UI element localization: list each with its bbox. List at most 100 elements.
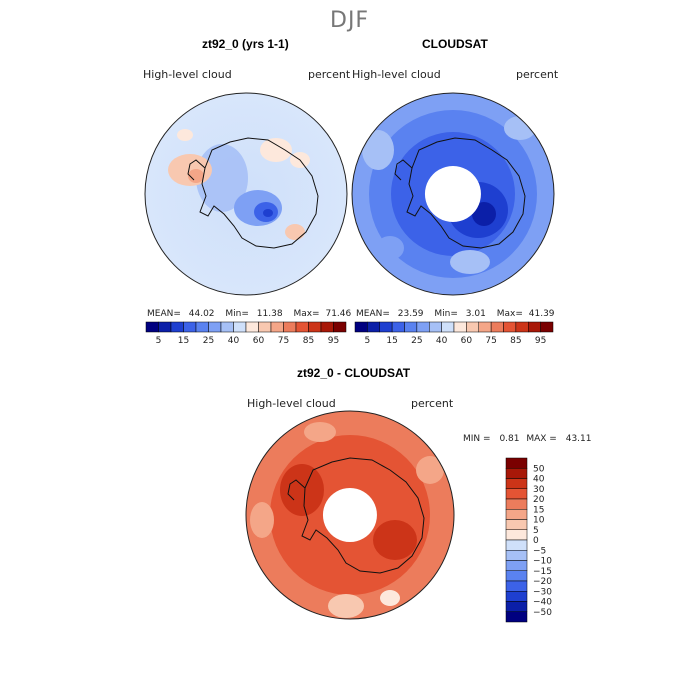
panel3-colorbar-tick: 10 [533,516,545,526]
panel3-max: 43.11 [565,434,592,444]
panel1-max-label: Max= [293,309,320,319]
panel2-patch [450,250,490,274]
panel2-max: 41.39 [528,309,555,319]
panel2-map-border [351,92,555,296]
panel3-colorbar-box [505,457,528,469]
panel2-colorbar-box [466,321,479,333]
panel1-min-label: Min= [225,309,249,319]
panel3-colorbar-box [505,529,528,541]
panel3-colorbar-tick: 20 [533,495,545,505]
panel3-colorbar-box [505,498,528,510]
panel1-colorbar-box [320,321,334,333]
panel3-colorbar-box [505,539,528,551]
panel3-max-label: MAX = [526,434,557,444]
panel2-patch [362,130,394,170]
panel1-variable: High-level cloud [143,68,232,81]
panel2-colorbar-box [490,321,504,333]
panel1-patch [260,138,292,162]
panel2-units: percent [516,68,559,81]
panel3-colorbar-box [505,570,528,582]
panel1-colorbar-tick: 40 [228,336,240,346]
panel3-ring [270,435,430,595]
panel1-patch [290,152,310,168]
panel2-variable: High-level cloud [352,68,441,81]
panel2-colorbar-box [367,321,380,333]
panel1-map-border [144,92,348,296]
panel2-colorbar-box [503,321,517,333]
panel2-colorbar-box [404,321,418,333]
panel2-colorbar-box [416,321,430,333]
panel2-colorbar-box [441,321,455,333]
panel1-patch [263,209,273,217]
panel2-colorbar-box [478,321,492,333]
panel1-patch [234,190,282,226]
panel3-patch [250,502,274,538]
panel3-patch [280,464,324,516]
panel3-colorbar-tick: −50 [533,608,552,618]
panel3-colorbar-tick: −30 [533,587,552,597]
panel1-stats: MEAN= 44.02 Min= 11.38 Max= 71.46 [147,309,351,319]
panel2-peninsula [394,159,413,181]
panel3-colorbar-box [505,560,528,571]
panel1-patch [285,224,305,240]
panel1-colorbar-tick: 25 [203,336,214,346]
panel1-colorbar-box [270,321,284,333]
panel2-colorbar-box [540,321,554,333]
panel1-colorbar-tick: 75 [278,336,289,346]
panel3-patch [380,590,400,606]
panel3-colorbar-tick: −5 [533,546,546,556]
panel3-colorbar-tick: 40 [533,475,545,485]
panel2-colorbar-tick: 5 [365,336,371,346]
panel3-min-label: MIN = [463,434,491,444]
panel2-max-label: Max= [496,309,523,319]
panel1-patch [168,154,212,186]
panel1-colorbar-box [195,321,209,333]
panel2-colorbar-tick: 60 [461,336,473,346]
panel1-colorbar-box [220,321,234,333]
panel3-map-border [245,410,455,620]
panel2-colorbar-tick: 25 [411,336,422,346]
panel1-colorbar-box [283,321,297,333]
panel1-colorbar-tick: 85 [303,336,314,346]
panel1-colorbar-box [208,321,222,333]
panel1-patch [196,144,248,212]
panel1-colorbar-tick: 5 [156,336,162,346]
panel3-peninsula [287,479,306,501]
panel3-colorbar-tick: −15 [533,567,552,577]
panel2-colorbar-box [391,321,405,333]
panel3-colorbar-box [505,591,528,602]
panel2-ring [369,110,537,278]
panel2-patch [472,202,496,226]
panel3-title: zt92_0 - CLOUDSAT [297,366,411,380]
panel1-max: 71.46 [325,309,352,319]
panel2-colorbar-box [354,321,368,333]
panel1-mean-label: MEAN= [147,309,181,319]
panel1-colorbar-box [245,321,259,333]
panel2-colorbar-tick: 75 [485,336,496,346]
panel1-colorbar-box [170,321,184,333]
panel3-min: 0.81 [499,434,520,444]
panel1-coastline [199,137,319,249]
panel3-colorbar-box [505,550,528,561]
panel2-colorbar-box [515,321,529,333]
panel3-colorbar-box [505,468,528,479]
panel2-patch [376,236,404,260]
panel3-patch [304,422,336,442]
panel3-colorbar-tick: −40 [533,598,552,608]
panel3-colorbar-tick: 0 [533,536,539,546]
panel3-colorbar-box [505,519,528,530]
panel2-colorbar-tick: 15 [386,336,397,346]
panel3-polar-hole [322,488,377,542]
panel3-colorbar-tick: 15 [533,505,544,515]
panel2-patch [448,182,508,238]
figure-suptitle: DJF [330,8,370,33]
panel1-patch [254,202,278,222]
panel2-coastline [406,137,526,249]
panel2-colorbar-box [528,321,541,333]
panel2-min-label: Min= [434,309,458,319]
panel1-colorbar-box [183,321,197,333]
